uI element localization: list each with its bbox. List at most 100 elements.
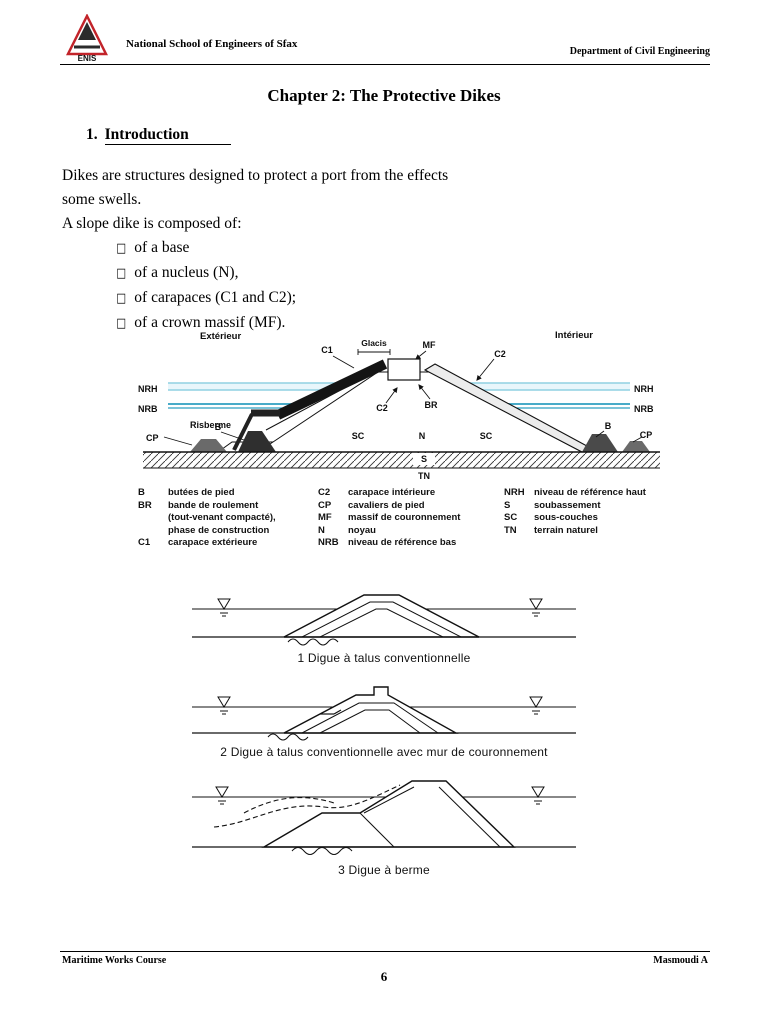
legend-label: sous-couches xyxy=(534,512,598,523)
label-nrh-left: NRH xyxy=(138,384,158,394)
legend-abbr: SC xyxy=(504,512,518,523)
intro-paragraph: Dikes are structures designed to protect… xyxy=(62,164,692,336)
reshaped-profile-dashed xyxy=(213,784,401,828)
list-item: □ of a crown massif (MF). xyxy=(115,311,692,336)
bullet-text: of carapaces (C1 and C2); xyxy=(134,289,297,306)
figure-berm-dike: 3 Digue à berme xyxy=(184,767,584,877)
rubble-squiggle xyxy=(287,638,339,646)
label-interior: Intérieur xyxy=(555,330,593,341)
dike-cross-section-diagram: Extérieur Intérieur C1 Glacis MF C2 NRH … xyxy=(138,330,660,481)
legend-label: niveau de référence haut xyxy=(534,487,646,498)
bullet-text: of a nucleus (N), xyxy=(134,264,239,281)
label-nrb-right: NRB xyxy=(634,404,654,414)
label-sc-right: SC xyxy=(480,431,493,441)
water-level-icon xyxy=(215,786,229,805)
list-item: □ of carapaces (C1 and C2); xyxy=(115,286,692,311)
legend-row: (tout-venant compacté), xyxy=(138,512,318,525)
s-label-box xyxy=(413,453,435,465)
layer-line xyxy=(359,812,395,848)
legend-label: massif de couronnement xyxy=(348,512,461,523)
toe-rider-left xyxy=(190,439,227,452)
legend-abbr: S xyxy=(504,499,511,511)
legend-abbr: C1 xyxy=(138,537,151,548)
legend-abbr: N xyxy=(318,524,325,536)
label-c2-mid: C2 xyxy=(376,403,388,413)
toe-block-left xyxy=(238,431,276,452)
legend-label: phase de construction xyxy=(168,524,270,536)
legend-column: C2 carapace intérieure CP cavaliers de pie… xyxy=(318,487,504,550)
footer-course-name: Maritime Works Course xyxy=(62,955,167,966)
label-tn: TN xyxy=(418,471,430,481)
enis-logo: ENIS xyxy=(66,14,108,62)
legend-label: butées de pied xyxy=(168,487,235,498)
legend-label: carapace intérieure xyxy=(348,487,436,498)
logo-text: ENIS xyxy=(78,54,97,62)
legend-label: noyau xyxy=(348,524,376,536)
label-nrb-left: NRB xyxy=(138,404,158,414)
checkbox-bullet-icon: □ xyxy=(116,316,127,331)
legend-row: phase de construction xyxy=(138,525,318,538)
conventional-dike-drawing xyxy=(192,594,576,646)
logo-inner-shape xyxy=(78,22,96,40)
toe-rider-right xyxy=(622,441,650,452)
legend-label: bande de roulement xyxy=(168,499,259,511)
ground-hatch xyxy=(143,452,660,468)
water-level-icon xyxy=(217,696,231,715)
legend-row: NRB niveau de référence bas xyxy=(318,537,504,550)
legend-abbr: NRH xyxy=(504,487,525,498)
layer-line xyxy=(363,786,415,814)
section-number: 1. xyxy=(86,126,98,143)
rubble-squiggle xyxy=(267,733,309,741)
label-b-left: B xyxy=(215,422,222,432)
water-level-icon xyxy=(529,598,543,617)
leader-lines xyxy=(163,349,643,446)
figure-crown-wall-dike: 2 Digue à talus conventionnelle avec mur… xyxy=(184,679,584,759)
legend-row: C1 carapace extérieure xyxy=(138,537,318,550)
dike-type-figures: 1 Digue à talus conventionnelle 2 xyxy=(0,585,768,877)
legend-row: SC sous-couches xyxy=(504,512,680,525)
header-rule xyxy=(60,64,710,65)
berm-step xyxy=(333,709,342,715)
legend-row: C2 carapace intérieure xyxy=(318,487,504,500)
department-name: Department of Civil Engineering xyxy=(569,46,710,57)
legend-abbr: TN xyxy=(504,524,517,536)
rubble-squiggle xyxy=(291,847,353,855)
legend-abbr: BR xyxy=(138,499,152,511)
label-exterior: Extérieur xyxy=(200,331,241,342)
checkbox-bullet-icon: □ xyxy=(116,241,127,256)
page-number: 6 xyxy=(380,969,388,984)
intro-line-3: A slope dike is composed of: xyxy=(62,215,242,232)
reshaped-profile-dashed xyxy=(243,797,335,814)
section-title: Introduction xyxy=(104,126,231,145)
label-br: BR xyxy=(425,400,438,410)
label-glacis: Glacis xyxy=(361,338,387,348)
footer-rule xyxy=(60,951,710,952)
legend-abbr: NRB xyxy=(318,537,339,548)
list-item: □ of a nucleus (N), xyxy=(115,261,692,286)
label-c1: C1 xyxy=(321,345,333,355)
water-level-icon xyxy=(217,598,231,617)
legend-abbr: MF xyxy=(318,512,332,523)
layer-line xyxy=(319,709,421,734)
lower-slope xyxy=(232,413,254,451)
legend-row: MF massif de couronnement xyxy=(318,512,504,525)
list-item: □ of a base xyxy=(115,236,692,261)
berm-dike-drawing xyxy=(192,780,576,855)
label-mf: MF xyxy=(423,340,436,350)
legend-abbr: C2 xyxy=(318,487,331,498)
intro-line-1: Dikes are structures designed to protect… xyxy=(62,167,449,184)
legend-label: soubassement xyxy=(534,499,601,511)
toe-block-right xyxy=(582,434,618,452)
school-name: National School of Engineers of Sfax xyxy=(126,38,298,50)
layer-line xyxy=(301,601,462,638)
legend-label: niveau de référence bas xyxy=(348,537,457,548)
water-level-icon xyxy=(529,696,543,715)
intro-line-2: some swells. xyxy=(62,191,142,208)
layer-line xyxy=(319,608,444,638)
label-risberme: Risberme xyxy=(190,420,231,430)
legend-row: CP cavaliers de pied xyxy=(318,500,504,513)
label-s: S xyxy=(421,454,427,464)
